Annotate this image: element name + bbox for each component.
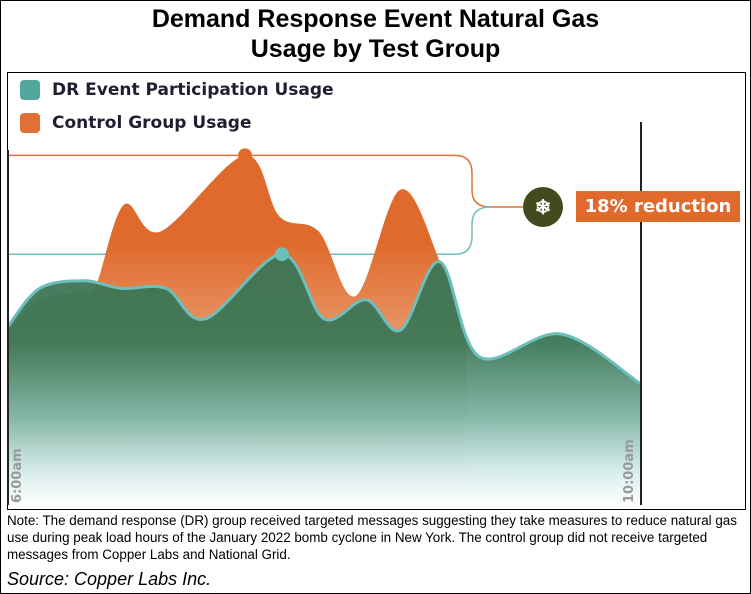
- dr-area: [8, 254, 640, 505]
- title-line-1: Demand Response Event Natural Gas: [151, 5, 600, 33]
- legend-item-control: Control Group Usage: [20, 113, 252, 133]
- control-peak-line: [8, 154, 523, 208]
- note-text: Note: The demand response (DR) group rec…: [7, 513, 737, 562]
- legend-swatch-dr: [20, 80, 40, 100]
- dr-peak-line: [8, 206, 491, 255]
- reduction-label: 18% reduction: [576, 191, 740, 222]
- source-text: Source: Copper Labs Inc.: [7, 569, 212, 589]
- legend-label-dr: DR Event Participation Usage: [52, 80, 334, 100]
- badge-circle: [523, 187, 563, 227]
- title-line-2: Usage by Test Group: [250, 35, 501, 63]
- legend-label-control: Control Group Usage: [52, 113, 252, 133]
- chart-title: Demand Response Event Natural Gas Usage …: [0, 4, 751, 64]
- legend-item-dr: DR Event Participation Usage: [20, 80, 334, 100]
- tick-label-start: 6:00am: [10, 448, 25, 503]
- tick-label-end: 10:00am: [622, 439, 637, 503]
- dr-peak-marker: [274, 247, 289, 262]
- snowflake-icon: ❄: [535, 197, 552, 219]
- dr-line: [6, 252, 641, 385]
- control-peak-marker: [238, 148, 252, 163]
- chart-svg: 6:00am 10:00am ❄: [6, 122, 642, 506]
- legend-swatch-control: [20, 113, 40, 133]
